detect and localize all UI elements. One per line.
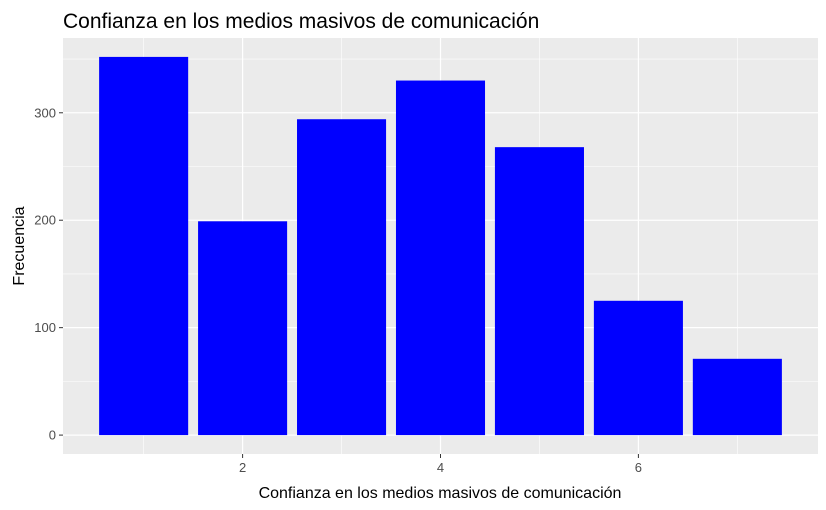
y-tick-label: 0 <box>49 428 56 443</box>
chart-title: Confianza en los medios masivos de comun… <box>63 10 539 33</box>
bars <box>99 56 782 436</box>
bar-6 <box>593 300 683 436</box>
y-tick-label: 300 <box>34 105 56 120</box>
bar-3 <box>297 119 387 436</box>
y-axis-title: Frecuencia <box>11 206 28 285</box>
x-tick-label: 2 <box>239 460 246 475</box>
y-tick-label: 200 <box>34 213 56 228</box>
x-axis: 2 4 6 <box>239 454 642 475</box>
x-tick-label: 6 <box>635 460 642 475</box>
x-tick-label: 4 <box>437 460 444 475</box>
y-axis: 0 100 200 300 <box>34 105 63 443</box>
x-axis-title: Confianza en los medios masivos de comun… <box>259 485 622 502</box>
bar-2 <box>198 221 288 436</box>
bar-4 <box>395 80 486 436</box>
y-tick-label: 100 <box>34 320 56 335</box>
bar-7 <box>692 358 782 436</box>
bar-5 <box>494 147 584 436</box>
bar-1 <box>99 56 189 436</box>
